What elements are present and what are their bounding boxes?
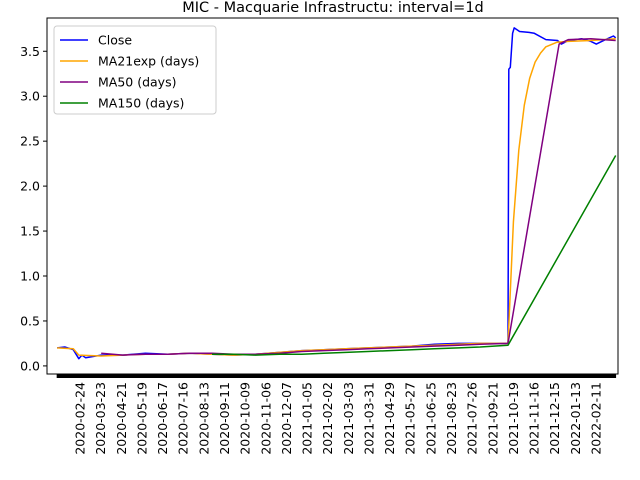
y-tick-label: 0.0: [20, 358, 40, 373]
plot-lines: [57, 27, 617, 360]
x-tick-label: 2022-01-13: [568, 382, 583, 455]
x-tick-label: 2022-02-11: [589, 382, 604, 455]
x-tick-label: 2021-05-27: [403, 382, 418, 455]
x-tick-label: 2021-03-31: [362, 382, 377, 455]
y-tick-label: 0.5: [20, 313, 40, 328]
x-tick-label: 2021-08-23: [444, 382, 459, 455]
y-tick-label: 1.0: [20, 269, 40, 284]
x-tick-label: 2020-12-07: [279, 382, 294, 455]
y-tick-label: 1.5: [20, 224, 40, 239]
series-line-3: [212, 155, 617, 356]
legend-box: [53, 25, 217, 115]
chart-title: MIC - Macquarie Infrastructu: interval=1…: [182, 0, 484, 16]
x-tick-label: 2020-03-23: [93, 382, 108, 455]
x-tick-label: 2021-06-25: [423, 382, 438, 455]
y-tick-label: 3.5: [20, 44, 40, 59]
x-tick-label: 2020-04-21: [114, 382, 129, 455]
x-tick-label: 2020-02-24: [73, 382, 88, 455]
x-tick-label: 2021-02-02: [320, 382, 335, 455]
y-tick-label: 2.5: [20, 134, 40, 149]
x-tick-label: 2021-03-03: [341, 382, 356, 455]
x-tick-label: 2020-09-11: [217, 382, 232, 455]
x-axis-ticks: 2020-02-24 2020-03-23 2020-04-21 2020-05-19…: [56, 374, 617, 455]
y-tick-label: 3.0: [20, 89, 40, 104]
legend-label-2: MA50 (days): [98, 75, 176, 90]
legend: Close MA21exp (days) MA50 (days) MA150 (day…: [53, 25, 217, 115]
x-tick-label: 2020-05-19: [134, 382, 149, 455]
x-tick-label: 2021-10-19: [506, 382, 521, 455]
y-tick-label: 2.0: [20, 179, 40, 194]
plot-area-frame: [46, 17, 619, 375]
x-tick-label: 2021-01-05: [300, 382, 315, 455]
x-tick-label: 2021-12-15: [547, 382, 562, 455]
x-tick-label: 2021-04-29: [382, 382, 397, 455]
x-tick-label: 2020-07-16: [176, 382, 191, 455]
x-minor-tick-marks: [56, 374, 617, 378]
x-tick-label: 2021-09-21: [485, 382, 500, 455]
x-tick-label: 2020-08-13: [196, 382, 211, 455]
legend-label-3: MA150 (days): [98, 96, 184, 111]
x-tick-label: 2020-11-06: [258, 382, 273, 455]
y-axis-ticks: 0.0 0.5 1.0 1.5 2.0 2.5 3.0 3.5: [20, 44, 47, 373]
x-tick-label: 2020-06-17: [155, 382, 170, 455]
x-tick-label: 2021-07-26: [465, 382, 480, 455]
legend-label-1: MA21exp (days): [98, 54, 199, 69]
x-tick-label: 2021-11-16: [527, 382, 542, 455]
x-tick-label: 2020-10-09: [238, 382, 253, 455]
legend-label-0: Close: [98, 33, 132, 48]
series-line-2: [101, 37, 616, 356]
